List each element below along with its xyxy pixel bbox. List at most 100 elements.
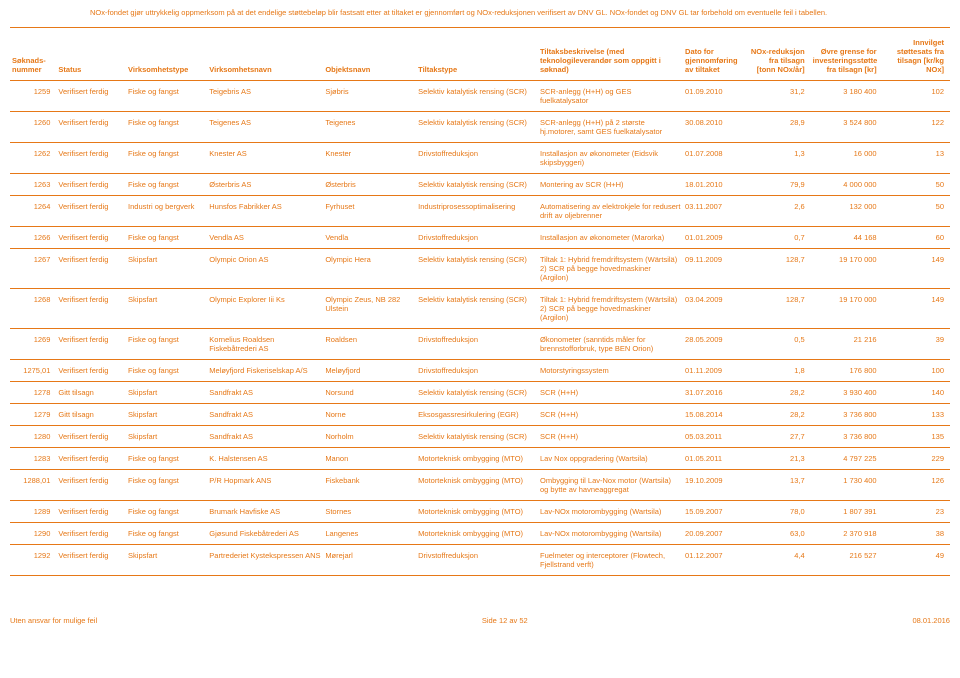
cell-iv: 149 [883,249,950,289]
cell-nx: 2,6 [747,196,811,227]
cell-vt: Skipsfart [126,404,207,426]
header-nox: NOx-reduksjon fra tilsagn [tonn NOx/år] [747,28,811,81]
cell-n: 1290 [10,523,56,545]
cell-tb: Automatisering av elektrokjele for redus… [538,196,683,227]
cell-s: Verifisert ferdig [56,360,126,382]
cell-ov: 3 524 800 [811,112,883,143]
cell-o: Norsund [323,382,416,404]
cell-n: 1275,01 [10,360,56,382]
table-row: 1292Verifisert ferdigSkipsfartPartrederi… [10,545,950,576]
cell-vn: Sandfrakt AS [207,426,323,448]
cell-ov: 16 000 [811,143,883,174]
cell-tt: Drivstoffreduksjon [416,143,538,174]
table-row: 1263Verifisert ferdigFiske og fangstØste… [10,174,950,196]
cell-tb: SCR-anlegg (H+H) og GES fuelkatalysator [538,81,683,112]
cell-tt: Motorteknisk ombygging (MTO) [416,501,538,523]
cell-o: Fyrhuset [323,196,416,227]
cell-tb: Lav-NOx motorombygging (Wartsila) [538,501,683,523]
cell-d: 30.08.2010 [683,112,747,143]
cell-ov: 4 000 000 [811,174,883,196]
cell-vn: Hunsfos Fabrikker AS [207,196,323,227]
cell-o: Vendla [323,227,416,249]
cell-s: Verifisert ferdig [56,426,126,448]
table-row: 1268Verifisert ferdigSkipsfartOlympic Ex… [10,289,950,329]
cell-n: 1266 [10,227,56,249]
footer-left: Uten ansvar for mulige feil [10,616,97,625]
cell-tt: Selektiv katalytisk rensing (SCR) [416,174,538,196]
footer-center: Side 12 av 52 [482,616,528,625]
cell-iv: 50 [883,196,950,227]
cell-vt: Fiske og fangst [126,501,207,523]
cell-tb: Installasjon av økonometer (Marorka) [538,227,683,249]
cell-s: Verifisert ferdig [56,523,126,545]
cell-nx: 28,2 [747,382,811,404]
cell-vn: Teigenes AS [207,112,323,143]
header-tbesk: Tiltaksbeskrivelse (med teknologileveran… [538,28,683,81]
cell-iv: 135 [883,426,950,448]
table-row: 1279Gitt tilsagnSkipsfartSandfrakt ASNor… [10,404,950,426]
header-ovre: Øvre grense for investeringsstøtte fra t… [811,28,883,81]
cell-o: Roaldsen [323,329,416,360]
cell-tt: Motorteknisk ombygging (MTO) [416,523,538,545]
cell-n: 1268 [10,289,56,329]
cell-iv: 50 [883,174,950,196]
cell-nx: 79,9 [747,174,811,196]
cell-iv: 126 [883,470,950,501]
cell-nx: 78,0 [747,501,811,523]
cell-vt: Fiske og fangst [126,470,207,501]
cell-vt: Fiske og fangst [126,227,207,249]
cell-nx: 28,9 [747,112,811,143]
cell-ov: 3 930 400 [811,382,883,404]
cell-vt: Fiske og fangst [126,523,207,545]
cell-iv: 149 [883,289,950,329]
cell-vn: Meløyfjord Fiskeriselskap A/S [207,360,323,382]
cell-d: 15.09.2007 [683,501,747,523]
cell-s: Gitt tilsagn [56,382,126,404]
cell-tb: Fuelmeter og interceptorer (Flowtech, Fj… [538,545,683,576]
table-row: 1259Verifisert ferdigFiske og fangstTeig… [10,81,950,112]
cell-n: 1280 [10,426,56,448]
cell-o: Knester [323,143,416,174]
cell-iv: 23 [883,501,950,523]
cell-o: Langenes [323,523,416,545]
cell-vn: P/R Hopmark ANS [207,470,323,501]
cell-vn: Teigebris AS [207,81,323,112]
cell-iv: 100 [883,360,950,382]
cell-tb: Lav-NOx motorombygging (Wartsila) [538,523,683,545]
disclaimer-text: NOx-fondet gjør uttrykkelig oppmerksom p… [90,8,950,17]
cell-tt: Selektiv katalytisk rensing (SCR) [416,382,538,404]
cell-tt: Selektiv katalytisk rensing (SCR) [416,249,538,289]
cell-vt: Fiske og fangst [126,143,207,174]
cell-n: 1262 [10,143,56,174]
cell-s: Verifisert ferdig [56,227,126,249]
cell-tb: Motorstyringssystem [538,360,683,382]
cell-o: Østerbris [323,174,416,196]
cell-iv: 102 [883,81,950,112]
table-row: 1262Verifisert ferdigFiske og fangstKnes… [10,143,950,174]
cell-tb: SCR (H+H) [538,382,683,404]
cell-n: 1283 [10,448,56,470]
cell-ov: 3 180 400 [811,81,883,112]
cell-o: Stornes [323,501,416,523]
cell-tb: SCR (H+H) [538,426,683,448]
table-row: 1267Verifisert ferdigSkipsfartOlympic Or… [10,249,950,289]
table-row: 1283Verifisert ferdigFiske og fangstK. H… [10,448,950,470]
cell-iv: 13 [883,143,950,174]
cell-s: Verifisert ferdig [56,249,126,289]
cell-d: 19.10.2009 [683,470,747,501]
cell-d: 01.07.2008 [683,143,747,174]
cell-vn: Olympic Orion AS [207,249,323,289]
cell-tb: Lav Nox oppgradering (Wartsila) [538,448,683,470]
cell-nx: 21,3 [747,448,811,470]
cell-vn: Knester AS [207,143,323,174]
cell-vt: Industri og bergverk [126,196,207,227]
cell-s: Verifisert ferdig [56,81,126,112]
cell-tb: Montering av SCR (H+H) [538,174,683,196]
cell-vn: Kornelius Roaldsen Fiskebåtrederi AS [207,329,323,360]
table-row: 1266Verifisert ferdigFiske og fangst Vend… [10,227,950,249]
cell-tb: SCR (H+H) [538,404,683,426]
cell-s: Verifisert ferdig [56,289,126,329]
cell-tb: Ombygging til Lav-Nox motor (Wartsila) o… [538,470,683,501]
cell-vn: Brumark Havfiske AS [207,501,323,523]
header-vtype: Virksomhetstype [126,28,207,81]
